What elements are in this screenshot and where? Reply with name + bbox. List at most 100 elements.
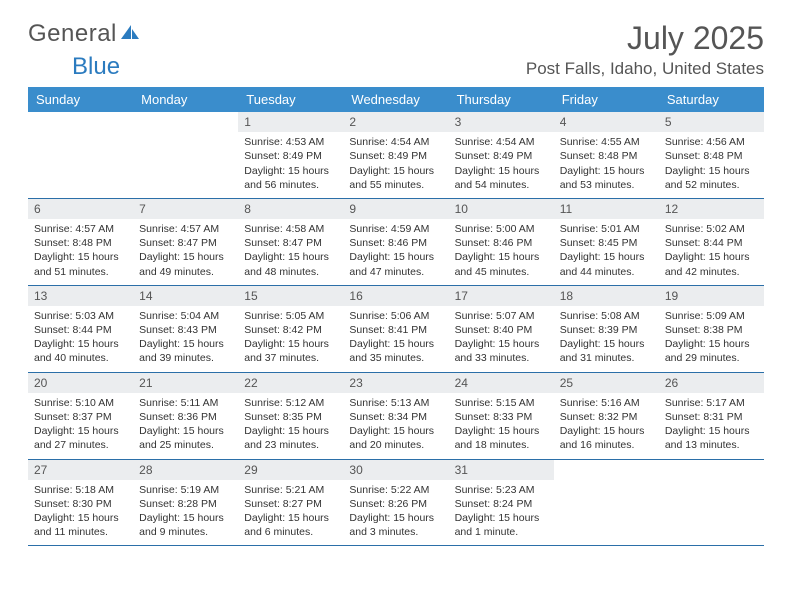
day-number: 1 <box>238 112 343 132</box>
sunrise-line: Sunrise: 5:07 AM <box>455 309 548 323</box>
sunset-line: Sunset: 8:48 PM <box>560 149 653 163</box>
day-cell: 11Sunrise: 5:01 AMSunset: 8:45 PMDayligh… <box>554 199 659 285</box>
day-cell: 1 Sunrise: 4:53 AMSunset: 8:49 PMDaylight… <box>238 112 343 198</box>
weekday-header: Wednesday <box>343 87 448 112</box>
day-cell: 10Sunrise: 5:00 AMSunset: 8:46 PMDayligh… <box>449 199 554 285</box>
sunrise-line: Sunrise: 5:16 AM <box>560 396 653 410</box>
daylight-line: Daylight: 15 hours and 33 minutes. <box>455 337 548 365</box>
sunset-line: Sunset: 8:49 PM <box>349 149 442 163</box>
day-number: 24 <box>449 373 554 393</box>
day-cell: 26Sunrise: 5:17 AMSunset: 8:31 PMDayligh… <box>659 373 764 459</box>
daylight-line: Daylight: 15 hours and 56 minutes. <box>244 164 337 192</box>
day-number: 18 <box>554 286 659 306</box>
day-content: Sunrise: 5:19 AMSunset: 8:28 PMDaylight:… <box>133 480 238 546</box>
day-cell: 19Sunrise: 5:09 AMSunset: 8:38 PMDayligh… <box>659 286 764 372</box>
day-cell <box>659 460 764 546</box>
day-content: Sunrise: 5:06 AMSunset: 8:41 PMDaylight:… <box>343 306 448 372</box>
daylight-line: Daylight: 15 hours and 27 minutes. <box>34 424 127 452</box>
daylight-line: Daylight: 15 hours and 52 minutes. <box>665 164 758 192</box>
daylight-line: Daylight: 15 hours and 20 minutes. <box>349 424 442 452</box>
day-content: Sunrise: 5:21 AMSunset: 8:27 PMDaylight:… <box>238 480 343 546</box>
day-cell <box>28 112 133 198</box>
day-cell: 13Sunrise: 5:03 AMSunset: 8:44 PMDayligh… <box>28 286 133 372</box>
sunset-line: Sunset: 8:47 PM <box>244 236 337 250</box>
day-number: 14 <box>133 286 238 306</box>
daylight-line: Daylight: 15 hours and 25 minutes. <box>139 424 232 452</box>
day-content: Sunrise: 5:23 AMSunset: 8:24 PMDaylight:… <box>449 480 554 546</box>
sunrise-line: Sunrise: 4:59 AM <box>349 222 442 236</box>
day-number: 7 <box>133 199 238 219</box>
daylight-line: Daylight: 15 hours and 31 minutes. <box>560 337 653 365</box>
day-number: 10 <box>449 199 554 219</box>
day-number: 15 <box>238 286 343 306</box>
day-cell: 5Sunrise: 4:56 AMSunset: 8:48 PMDaylight… <box>659 112 764 198</box>
day-cell: 16Sunrise: 5:06 AMSunset: 8:41 PMDayligh… <box>343 286 448 372</box>
day-number: 27 <box>28 460 133 480</box>
day-cell: 12Sunrise: 5:02 AMSunset: 8:44 PMDayligh… <box>659 199 764 285</box>
day-content: Sunrise: 5:10 AMSunset: 8:37 PMDaylight:… <box>28 393 133 459</box>
sunset-line: Sunset: 8:45 PM <box>560 236 653 250</box>
day-cell: 2Sunrise: 4:54 AMSunset: 8:49 PMDaylight… <box>343 112 448 198</box>
day-content: Sunrise: 5:13 AMSunset: 8:34 PMDaylight:… <box>343 393 448 459</box>
day-cell <box>554 460 659 546</box>
sunrise-line: Sunrise: 4:56 AM <box>665 135 758 149</box>
daylight-line: Daylight: 15 hours and 9 minutes. <box>139 511 232 539</box>
day-content: Sunrise: 5:07 AMSunset: 8:40 PMDaylight:… <box>449 306 554 372</box>
day-cell <box>133 112 238 198</box>
brand-logo: General <box>28 20 141 48</box>
day-cell: 23Sunrise: 5:13 AMSunset: 8:34 PMDayligh… <box>343 373 448 459</box>
day-content: Sunrise: 5:05 AMSunset: 8:42 PMDaylight:… <box>238 306 343 372</box>
sunrise-line: Sunrise: 4:57 AM <box>139 222 232 236</box>
weekday-header: Friday <box>554 87 659 112</box>
daylight-line: Daylight: 15 hours and 29 minutes. <box>665 337 758 365</box>
day-content: Sunrise: 5:01 AMSunset: 8:45 PMDaylight:… <box>554 219 659 285</box>
daylight-line: Daylight: 15 hours and 53 minutes. <box>560 164 653 192</box>
sunset-line: Sunset: 8:41 PM <box>349 323 442 337</box>
day-content: Sunrise: 5:12 AMSunset: 8:35 PMDaylight:… <box>238 393 343 459</box>
day-content: Sunrise: 5:11 AMSunset: 8:36 PMDaylight:… <box>133 393 238 459</box>
day-number: 30 <box>343 460 448 480</box>
sunset-line: Sunset: 8:30 PM <box>34 497 127 511</box>
daylight-line: Daylight: 15 hours and 23 minutes. <box>244 424 337 452</box>
day-cell: 25Sunrise: 5:16 AMSunset: 8:32 PMDayligh… <box>554 373 659 459</box>
daylight-line: Daylight: 15 hours and 51 minutes. <box>34 250 127 278</box>
brand-part2: Blue <box>72 53 120 80</box>
sunrise-line: Sunrise: 5:11 AM <box>139 396 232 410</box>
day-cell: 4Sunrise: 4:55 AMSunset: 8:48 PMDaylight… <box>554 112 659 198</box>
daylight-line: Daylight: 15 hours and 35 minutes. <box>349 337 442 365</box>
day-cell: 8Sunrise: 4:58 AMSunset: 8:47 PMDaylight… <box>238 199 343 285</box>
daylight-line: Daylight: 15 hours and 37 minutes. <box>244 337 337 365</box>
week-row: 20Sunrise: 5:10 AMSunset: 8:37 PMDayligh… <box>28 373 764 460</box>
day-content: Sunrise: 5:09 AMSunset: 8:38 PMDaylight:… <box>659 306 764 372</box>
weekday-header: Thursday <box>449 87 554 112</box>
sunset-line: Sunset: 8:38 PM <box>665 323 758 337</box>
sunset-line: Sunset: 8:37 PM <box>34 410 127 424</box>
sunset-line: Sunset: 8:31 PM <box>665 410 758 424</box>
sunrise-line: Sunrise: 5:22 AM <box>349 483 442 497</box>
sunrise-line: Sunrise: 4:53 AM <box>244 135 337 149</box>
sunset-line: Sunset: 8:43 PM <box>139 323 232 337</box>
sunset-line: Sunset: 8:24 PM <box>455 497 548 511</box>
daylight-line: Daylight: 15 hours and 55 minutes. <box>349 164 442 192</box>
day-number: 6 <box>28 199 133 219</box>
sunset-line: Sunset: 8:46 PM <box>349 236 442 250</box>
daylight-line: Daylight: 15 hours and 48 minutes. <box>244 250 337 278</box>
day-cell: 21Sunrise: 5:11 AMSunset: 8:36 PMDayligh… <box>133 373 238 459</box>
weekday-header: Tuesday <box>238 87 343 112</box>
sunrise-line: Sunrise: 5:23 AM <box>455 483 548 497</box>
day-content: Sunrise: 5:04 AMSunset: 8:43 PMDaylight:… <box>133 306 238 372</box>
sunrise-line: Sunrise: 4:58 AM <box>244 222 337 236</box>
sunrise-line: Sunrise: 5:04 AM <box>139 309 232 323</box>
week-row: 13Sunrise: 5:03 AMSunset: 8:44 PMDayligh… <box>28 286 764 373</box>
day-cell: 27Sunrise: 5:18 AMSunset: 8:30 PMDayligh… <box>28 460 133 546</box>
sunrise-line: Sunrise: 5:08 AM <box>560 309 653 323</box>
day-number: 21 <box>133 373 238 393</box>
sunset-line: Sunset: 8:49 PM <box>244 149 337 163</box>
sunrise-line: Sunrise: 5:03 AM <box>34 309 127 323</box>
day-content: Sunrise: 5:03 AMSunset: 8:44 PMDaylight:… <box>28 306 133 372</box>
day-content: Sunrise: 4:58 AMSunset: 8:47 PMDaylight:… <box>238 219 343 285</box>
day-content: Sunrise: 4:57 AMSunset: 8:47 PMDaylight:… <box>133 219 238 285</box>
day-number: 13 <box>28 286 133 306</box>
day-cell: 6Sunrise: 4:57 AMSunset: 8:48 PMDaylight… <box>28 199 133 285</box>
day-cell: 22Sunrise: 5:12 AMSunset: 8:35 PMDayligh… <box>238 373 343 459</box>
